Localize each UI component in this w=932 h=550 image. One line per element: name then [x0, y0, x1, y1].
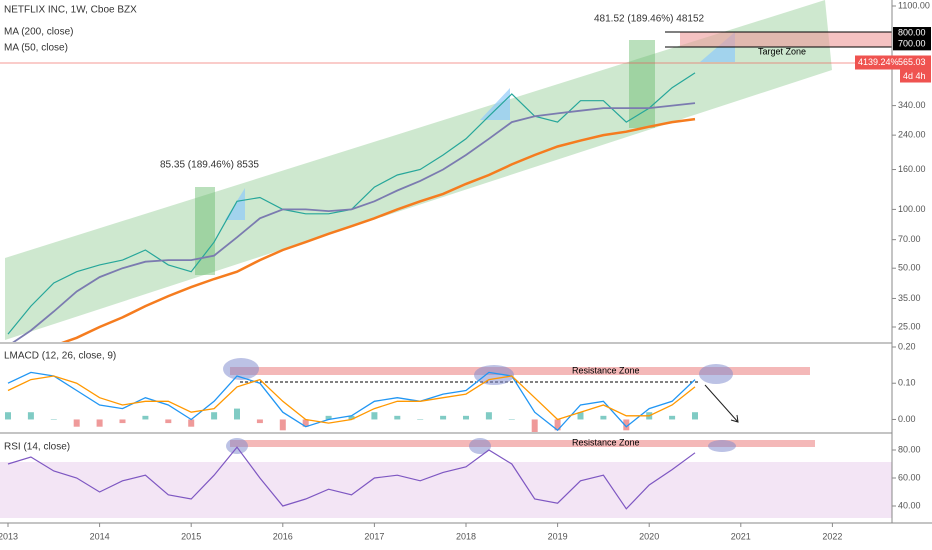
histogram-bar	[256, 419, 263, 424]
histogram-bar	[371, 412, 378, 420]
histogram-bar	[5, 412, 11, 420]
histogram-bar	[463, 415, 469, 420]
x-tick-label: 2017	[364, 531, 384, 541]
histogram-bar	[554, 419, 561, 431]
histogram-bar	[417, 419, 424, 420]
histogram-bar	[623, 419, 630, 431]
histogram-bar	[50, 419, 57, 420]
clip-group	[12, 102, 696, 342]
y-tick-label: 80.00	[898, 444, 921, 454]
x-tick-label: 2016	[273, 531, 293, 541]
price-label: 565.03	[898, 57, 926, 67]
rsi-band	[0, 462, 892, 518]
highlight-ellipse	[708, 440, 736, 452]
indicator-label: LMACD (12, 26, close, 9)	[4, 351, 116, 362]
y-tick-label: 70.00	[898, 234, 921, 244]
x-tick-label: 2022	[822, 531, 842, 541]
y-tick-label: 1100.00	[898, 0, 930, 10]
histogram-bar	[440, 415, 447, 420]
histogram-bar	[73, 419, 80, 427]
indicator-label: MA (200, close)	[4, 27, 73, 38]
annotation: Target Zone	[758, 46, 806, 56]
x-tick-label: 2018	[456, 531, 476, 541]
histogram-bar	[234, 408, 240, 420]
y-tick-label: 0.00	[898, 414, 916, 424]
histogram-bar	[348, 415, 355, 420]
histogram-bar	[165, 419, 172, 424]
annotation: Resistance Zone	[572, 437, 640, 447]
chart-title: NETFLIX INC, 1W, Cboe BZX	[4, 5, 137, 16]
highlight	[629, 40, 655, 128]
target-zone	[680, 32, 892, 47]
x-tick-label: 2020	[639, 531, 659, 541]
y-tick-label: 100.00	[898, 204, 926, 214]
histogram-bar	[96, 419, 103, 427]
highlight-ellipse	[699, 364, 733, 384]
highlight-ellipse	[226, 438, 248, 454]
y-tick-label: 50.00	[898, 263, 921, 273]
y-tick-label: 35.00	[898, 293, 921, 303]
histogram-bar	[325, 415, 332, 420]
histogram-bar	[27, 412, 34, 420]
price-change: 4139.24%	[858, 57, 899, 67]
histogram-bar	[142, 415, 149, 420]
histogram-bar	[577, 412, 584, 420]
projection	[480, 88, 510, 120]
y-tick-label: 240.00	[898, 130, 926, 140]
clip-group	[7, 371, 696, 432]
price-box	[855, 55, 931, 70]
x-tick-label: 2019	[548, 531, 568, 541]
y-tick-label: 160.00	[898, 164, 926, 174]
histogram-bar	[692, 412, 698, 420]
histogram	[5, 408, 698, 432]
level-box	[893, 27, 931, 40]
level-box	[893, 38, 931, 51]
highlight-ellipse	[469, 438, 491, 454]
clip-group	[61, 117, 696, 342]
countdown-box	[900, 69, 931, 83]
x-tick-label: 2021	[731, 531, 751, 541]
annotation: Resistance Zone	[572, 365, 640, 375]
annotation: 481.52 (189.46%) 48152	[594, 14, 705, 25]
y-tick-label: 340.00	[898, 100, 926, 110]
histogram-bar	[279, 419, 286, 431]
y-tick-label: 40.00	[898, 500, 921, 510]
annotation: 85.35 (189.46%) 8535	[160, 160, 259, 171]
y-tick-label: 60.00	[898, 472, 921, 482]
histogram-bar	[669, 415, 676, 420]
resistance-band	[230, 440, 815, 447]
indicator-label: RSI (14, close)	[4, 442, 70, 453]
histogram-bar	[119, 419, 126, 424]
series-line	[61, 117, 696, 342]
histogram-bar	[211, 412, 218, 420]
y-tick-label: 25.00	[898, 321, 921, 331]
y-tick-label: 0.10	[898, 378, 916, 388]
resistance-band	[230, 367, 810, 375]
histogram-bar	[508, 419, 515, 420]
highlight-ellipse	[223, 358, 259, 380]
histogram-bar	[600, 415, 607, 420]
histogram-bar	[302, 419, 309, 427]
level-label: 800.00	[898, 27, 926, 37]
series-line	[7, 375, 696, 424]
highlight	[195, 187, 215, 275]
x-tick-label: 2014	[90, 531, 110, 541]
series-line	[7, 446, 696, 510]
indicator-label: MA (50, close)	[4, 43, 68, 54]
x-tick-label: 2015	[181, 531, 201, 541]
histogram-bar	[531, 419, 538, 432]
y-tick-label: 0.20	[898, 341, 916, 351]
histogram-bar	[394, 415, 401, 420]
histogram-bar	[188, 419, 195, 427]
arrow	[704, 384, 739, 423]
x-tick-label: 2013	[0, 531, 18, 541]
clip-group	[7, 375, 696, 424]
series-line	[12, 102, 696, 342]
series-line	[7, 371, 696, 432]
histogram-bar	[485, 412, 492, 420]
highlight-ellipse	[474, 365, 514, 385]
level-label: 700.00	[898, 39, 926, 49]
countdown: 4d 4h	[903, 71, 926, 81]
